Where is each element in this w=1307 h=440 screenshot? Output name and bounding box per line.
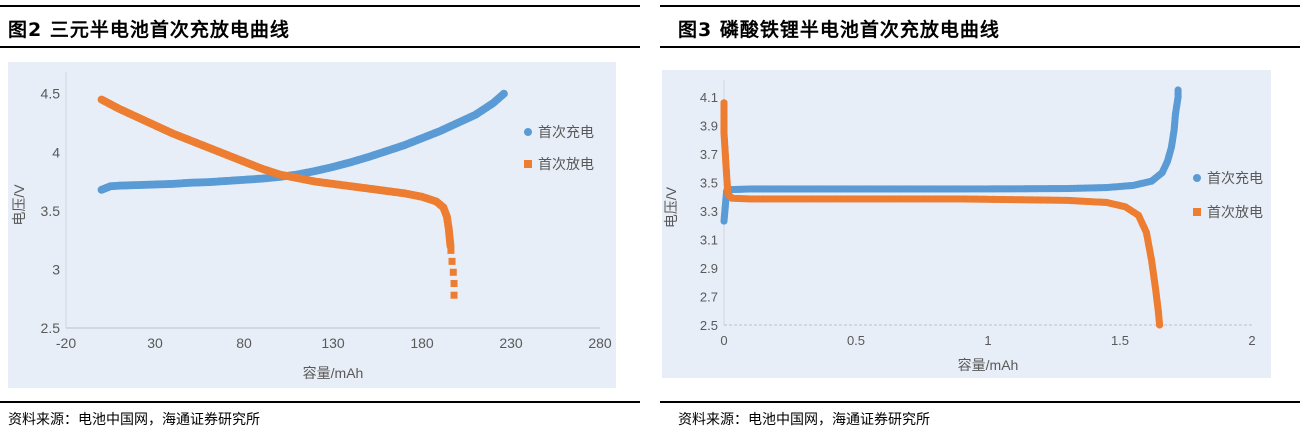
data-point — [1174, 86, 1182, 94]
y-tick-label: 2.5 — [700, 318, 718, 333]
title-rule-bottom — [0, 46, 640, 48]
chart-svg: -20 30 80 130 180 230 280 2.5 3 3.5 4 4.5 容量/mAh 电压/V… — [11, 72, 612, 381]
legend-label: 首次放电 — [538, 156, 594, 172]
x-axis-label: 容量/mAh — [303, 365, 364, 381]
x-tick-label: 130 — [321, 335, 345, 351]
x-tick-label: 0 — [720, 333, 727, 348]
series-charge — [720, 86, 1182, 225]
legend-marker — [1193, 174, 1201, 182]
y-axis-label: 电压/V — [11, 184, 27, 226]
figure-source: 资料来源：电池中国网，海通证券研究所 — [8, 412, 260, 428]
x-tick-label: 180 — [410, 335, 434, 351]
y-tick-label: 4.5 — [41, 86, 61, 102]
y-tick-label: 3.5 — [700, 176, 718, 191]
title-rule-top — [0, 5, 640, 7]
data-point — [499, 89, 508, 98]
x-tick-label: -20 — [56, 335, 76, 351]
series-discharge — [97, 95, 458, 299]
source-rule — [660, 401, 1300, 403]
y-tick-label: 2.9 — [700, 261, 718, 276]
x-tick-label: 230 — [499, 335, 523, 351]
legend-label: 首次放电 — [1207, 204, 1263, 220]
x-tick-label: 280 — [588, 335, 612, 351]
legend-marker — [524, 160, 532, 168]
data-point — [449, 268, 457, 276]
chart-svg: 0 0.5 1 1.5 2 2.5 2.7 2.9 3.1 3.3 3.5 3.7 3.9 4.1 容量/m… — [663, 80, 1263, 373]
y-tick-label: 3.5 — [41, 203, 61, 219]
y-tick-label: 3.3 — [700, 204, 718, 219]
figure-source: 资料来源：电池中国网，海通证券研究所 — [678, 412, 930, 428]
x-tick-label: 30 — [147, 335, 163, 351]
y-tick-label: 3.7 — [700, 147, 718, 162]
title-rule-bottom — [660, 46, 1300, 48]
y-tick-label: 2.5 — [41, 320, 61, 336]
data-point — [450, 279, 458, 287]
legend-label: 首次充电 — [538, 124, 594, 140]
figure-panel-right: 图3 磷酸铁锂半电池首次充放电曲线 0 0.5 1 1.5 2 2.5 2.7 2.9 3.1 3… — [660, 0, 1307, 440]
x-tick-label: 80 — [236, 335, 252, 351]
x-tick-label: 2 — [1248, 333, 1255, 348]
figure-title: 图3 磷酸铁锂半电池首次充放电曲线 — [678, 19, 1000, 41]
y-tick-label: 4.1 — [700, 90, 718, 105]
data-point — [448, 257, 456, 265]
legend-marker — [1193, 208, 1201, 216]
source-rule — [0, 401, 640, 403]
x-tick-label: 1 — [984, 333, 991, 348]
legend-label: 首次充电 — [1207, 170, 1263, 186]
x-tick-label: 1.5 — [1111, 333, 1129, 348]
y-tick-label: 4 — [52, 144, 60, 160]
figure-panel-left: 图2 三元半电池首次充放电曲线 -20 30 80 130 180 230 280 2.5 3 3… — [0, 0, 640, 440]
y-tick-label: 3.9 — [700, 119, 718, 134]
legend-marker — [524, 128, 532, 136]
y-tick-label: 2.7 — [700, 290, 718, 305]
data-point — [450, 291, 458, 299]
chart-area: -20 30 80 130 180 230 280 2.5 3 3.5 4 4.5 容量/mAh 电压/V… — [8, 62, 616, 388]
data-point — [1156, 321, 1164, 329]
chart-area: 0 0.5 1 1.5 2 2.5 2.7 2.9 3.1 3.3 3.5 3.7 3.9 4.1 容量/m… — [662, 70, 1271, 378]
title-rule-top — [660, 5, 1300, 7]
series-discharge — [720, 99, 1164, 329]
x-tick-label: 0.5 — [847, 333, 865, 348]
x-axis-label: 容量/mAh — [958, 357, 1019, 373]
y-axis-label: 电压/V — [663, 186, 679, 228]
y-tick-label: 3 — [52, 261, 60, 277]
figure-title: 图2 三元半电池首次充放电曲线 — [8, 19, 290, 41]
y-tick-label: 3.1 — [700, 233, 718, 248]
data-point — [447, 246, 455, 254]
